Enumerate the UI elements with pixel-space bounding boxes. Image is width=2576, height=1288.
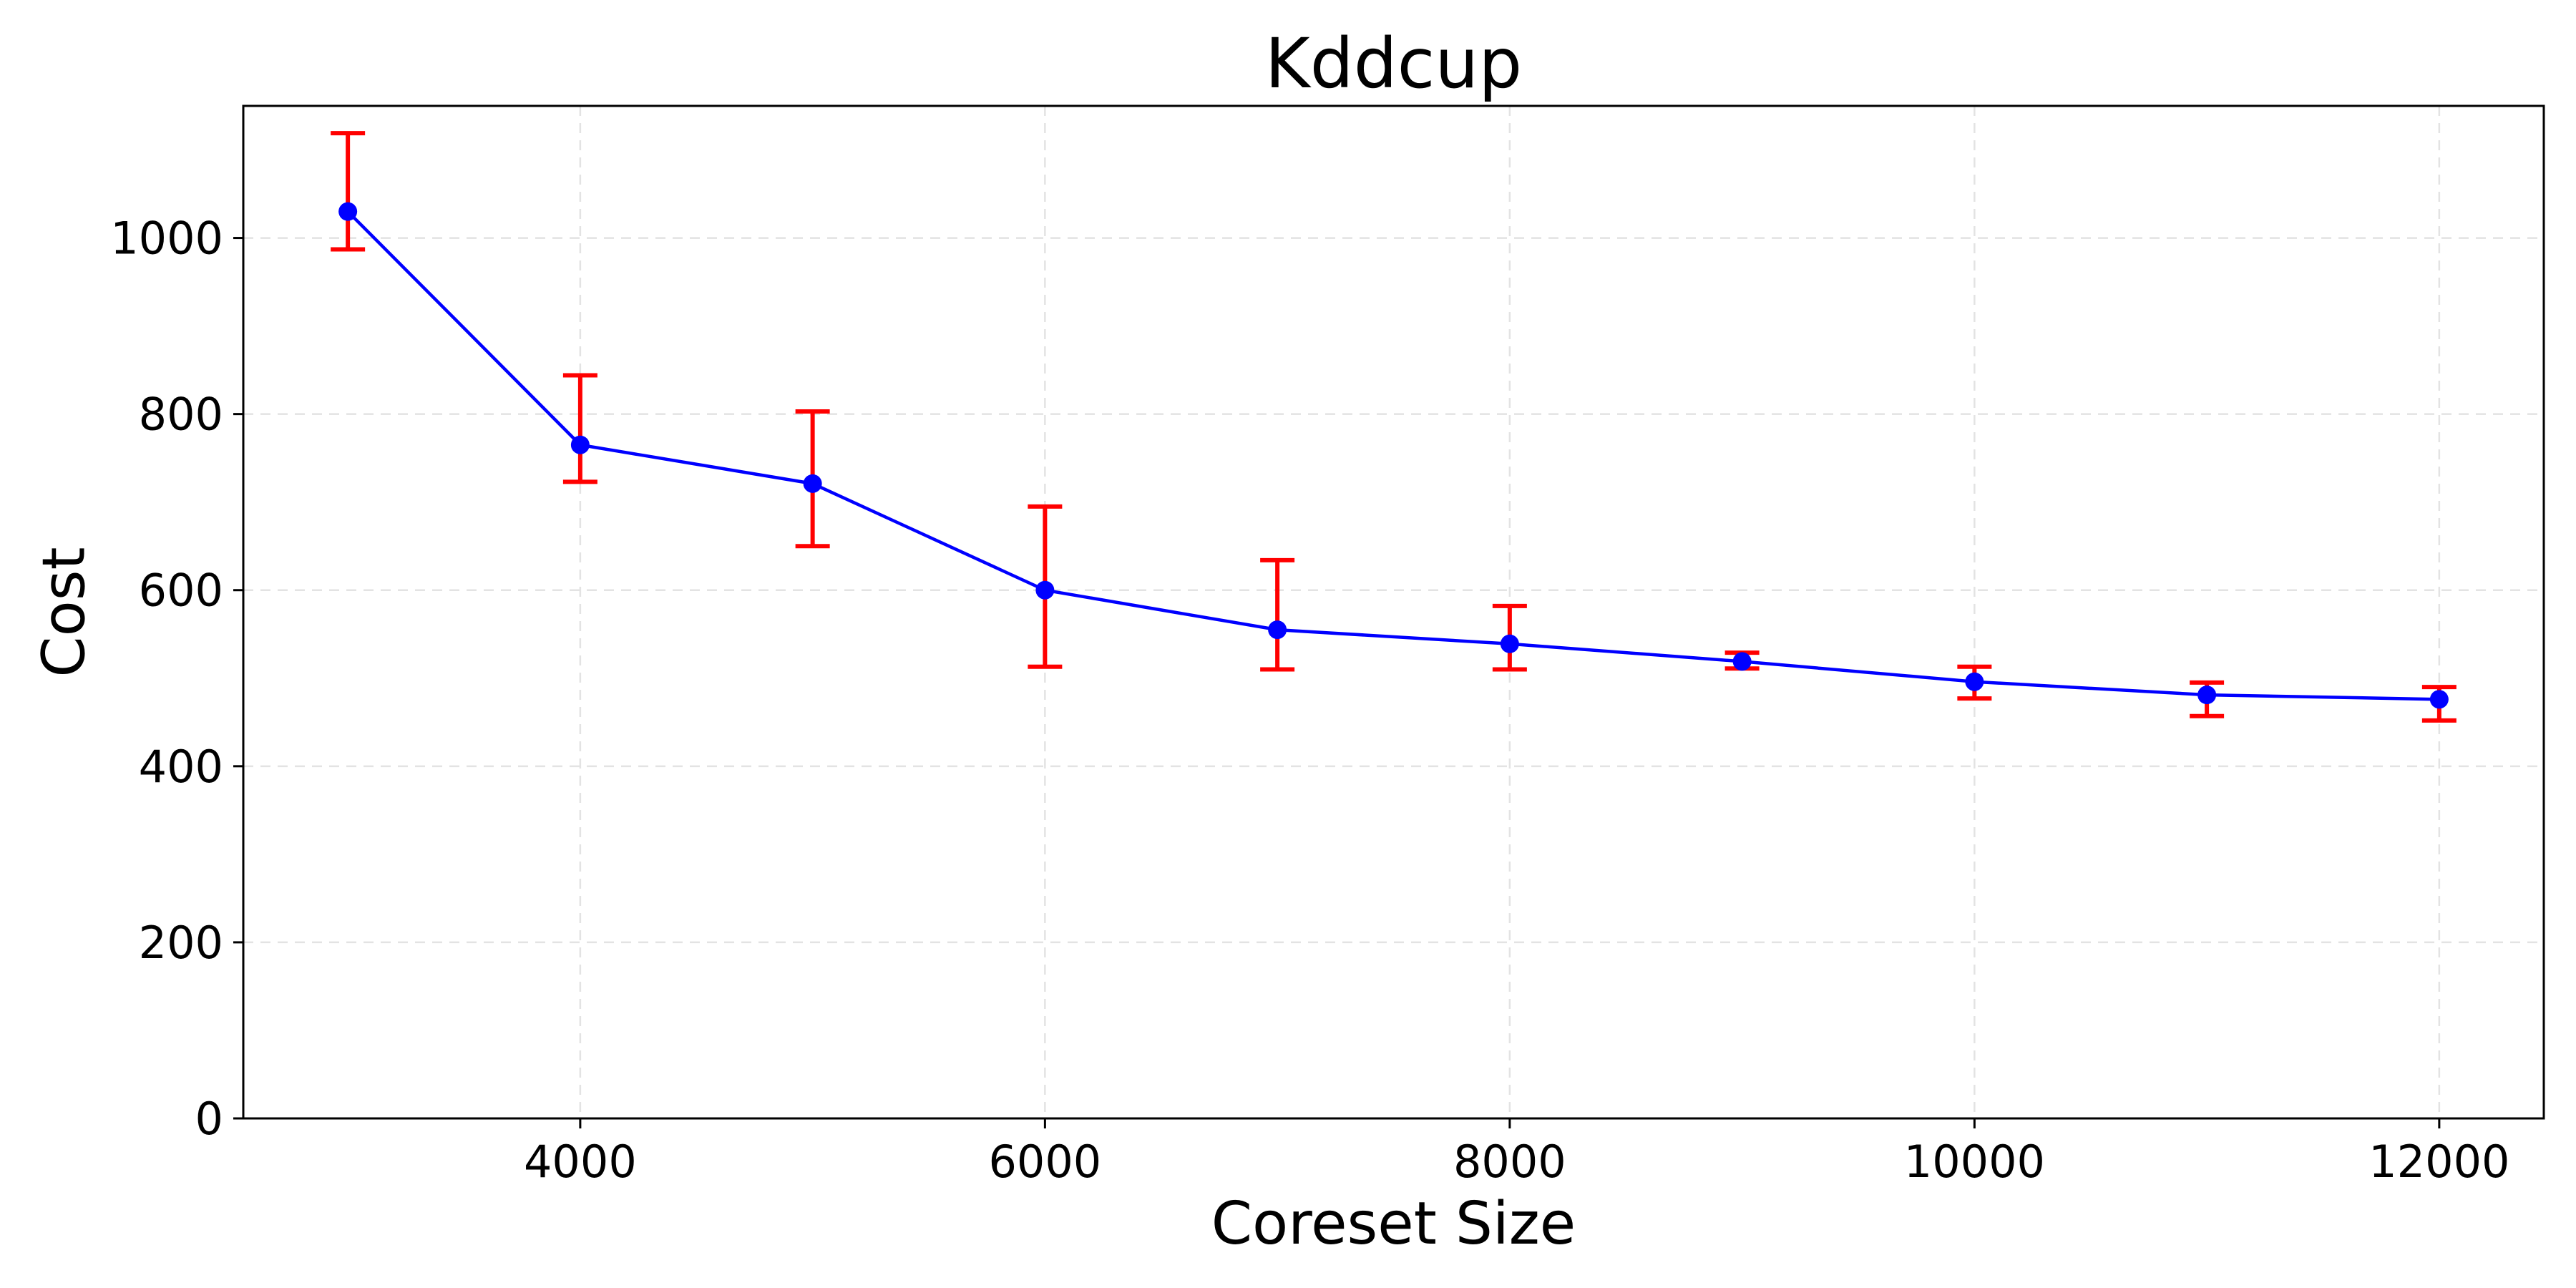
chart-title: Kddcup <box>1265 24 1522 104</box>
series-line <box>346 210 2439 701</box>
data-point <box>1965 672 1984 691</box>
x-axis-label: Coreset Size <box>1211 1190 1576 1258</box>
data-point <box>1500 634 1519 653</box>
y-tick-label: 800 <box>139 389 223 441</box>
data-point <box>2429 690 2449 709</box>
x-tick-label: 4000 <box>524 1136 637 1188</box>
data-point <box>1732 652 1752 671</box>
data-point <box>570 435 590 454</box>
x-tick-label: 8000 <box>1453 1136 1566 1188</box>
y-tick-label: 1000 <box>110 213 223 265</box>
plot-frame <box>242 104 2545 1120</box>
series-group <box>331 131 2457 723</box>
data-point <box>1035 580 1055 600</box>
error-bar <box>331 131 366 252</box>
y-tick-label: 600 <box>139 565 223 617</box>
y-tick-label: 400 <box>139 741 223 793</box>
error-bar <box>1260 557 1295 672</box>
data-point <box>803 474 822 493</box>
y-tick-label: 200 <box>139 917 223 969</box>
data-point <box>2197 686 2217 705</box>
y-axis-label: Cost <box>31 547 99 677</box>
x-tick-label: 10000 <box>1904 1136 2045 1188</box>
x-tick-label: 6000 <box>988 1136 1101 1188</box>
x-tick-label: 12000 <box>2368 1136 2509 1188</box>
data-point <box>1268 620 1287 640</box>
data-point <box>338 202 358 221</box>
error-bar <box>562 373 597 484</box>
ticks: 4000 6000 8000 10000 12000 0 200 400 600 800 1000 <box>110 213 2509 1188</box>
y-tick-label: 0 <box>195 1093 223 1145</box>
